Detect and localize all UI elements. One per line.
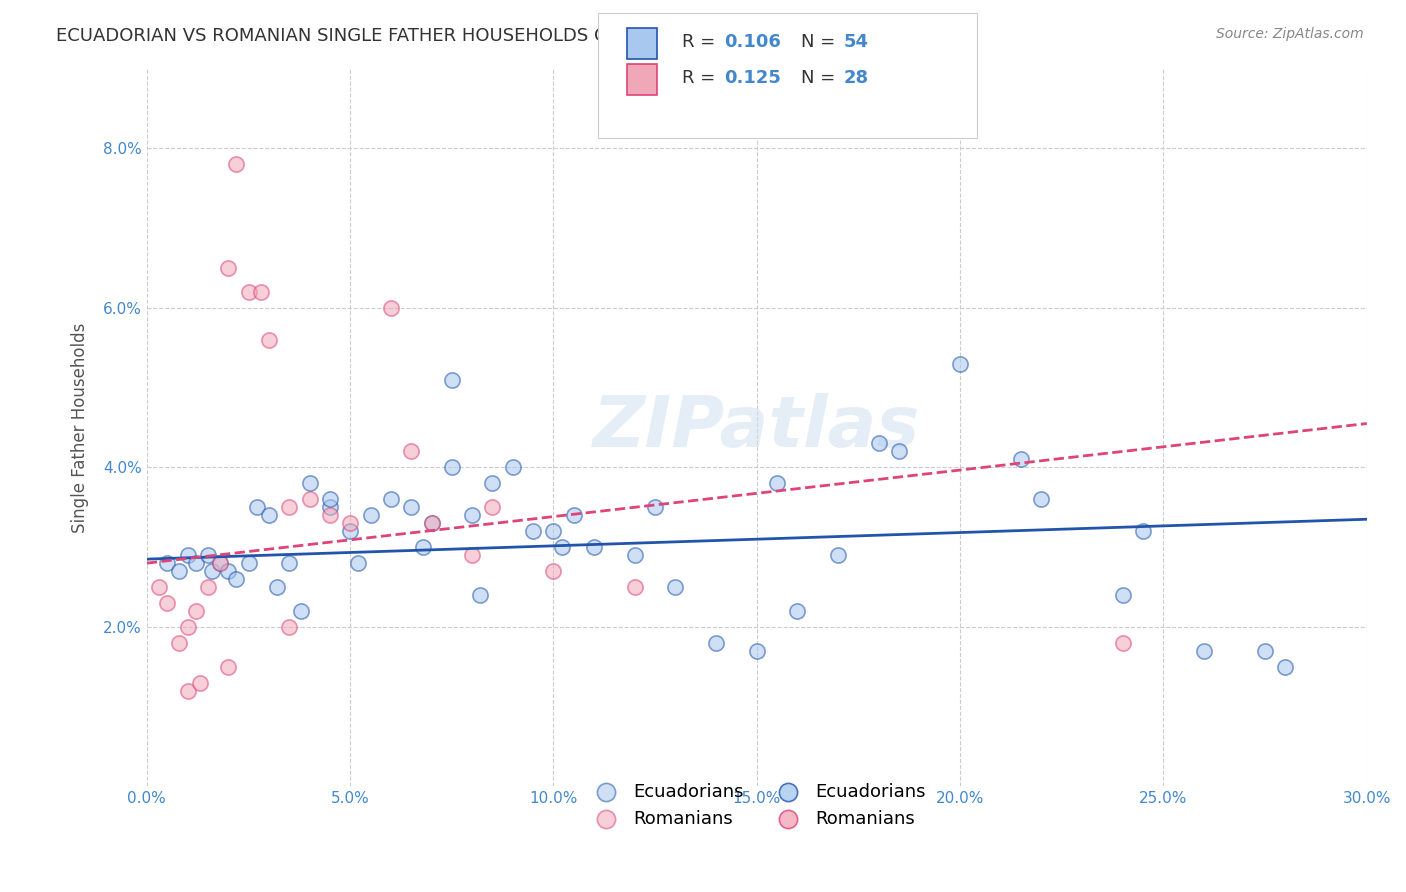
Ecuadorians: [562, 508, 585, 523]
Ecuadorians: [156, 556, 179, 570]
Ecuadorians: [420, 516, 443, 531]
Romanians: [184, 604, 207, 618]
Romanians: [209, 556, 232, 570]
Text: 54: 54: [844, 33, 869, 51]
Ecuadorians: [347, 556, 370, 570]
Ecuadorians: [217, 564, 239, 578]
Romanians: [481, 500, 503, 515]
Ecuadorians: [887, 444, 910, 458]
Romanians: [257, 333, 280, 347]
Ecuadorians: [470, 588, 492, 602]
Ecuadorians: [339, 524, 361, 539]
Ecuadorians: [412, 540, 434, 554]
Ecuadorians: [644, 500, 666, 515]
Ecuadorians: [440, 460, 463, 475]
Romanians: [249, 285, 271, 299]
Text: Source: ZipAtlas.com: Source: ZipAtlas.com: [1216, 27, 1364, 41]
Ecuadorians: [246, 500, 269, 515]
Ecuadorians: [543, 524, 565, 539]
Romanians: [188, 675, 211, 690]
Romanians: [278, 620, 301, 634]
Ecuadorians: [197, 548, 219, 562]
Ecuadorians: [209, 556, 232, 570]
Ecuadorians: [550, 540, 572, 554]
Ecuadorians: [502, 460, 524, 475]
Ecuadorians: [1112, 588, 1135, 602]
Text: N =: N =: [801, 33, 841, 51]
Ecuadorians: [278, 556, 301, 570]
Ecuadorians: [1254, 644, 1277, 658]
Ecuadorians: [786, 604, 808, 618]
Romanians: [278, 500, 301, 515]
Ecuadorians: [257, 508, 280, 523]
Ecuadorians: [583, 540, 606, 554]
Text: ECUADORIAN VS ROMANIAN SINGLE FATHER HOUSEHOLDS CORRELATION CHART: ECUADORIAN VS ROMANIAN SINGLE FATHER HOU…: [56, 27, 789, 45]
Romanians: [543, 564, 565, 578]
Ecuadorians: [238, 556, 260, 570]
Ecuadorians: [176, 548, 198, 562]
Ecuadorians: [949, 357, 972, 371]
Romanians: [319, 508, 342, 523]
Romanians: [217, 260, 239, 275]
Romanians: [217, 660, 239, 674]
Text: 0.106: 0.106: [724, 33, 780, 51]
Y-axis label: Single Father Households: Single Father Households: [72, 322, 89, 533]
Romanians: [225, 157, 247, 171]
Text: 0.125: 0.125: [724, 69, 780, 87]
Ecuadorians: [360, 508, 382, 523]
Romanians: [399, 444, 422, 458]
Ecuadorians: [868, 436, 890, 450]
Romanians: [197, 580, 219, 594]
Romanians: [148, 580, 170, 594]
Romanians: [461, 548, 484, 562]
Text: 28: 28: [844, 69, 869, 87]
Ecuadorians: [266, 580, 288, 594]
Ecuadorians: [1274, 660, 1296, 674]
Text: R =: R =: [682, 33, 721, 51]
Ecuadorians: [664, 580, 686, 594]
Ecuadorians: [1132, 524, 1154, 539]
Ecuadorians: [380, 492, 402, 507]
Ecuadorians: [319, 500, 342, 515]
Ecuadorians: [745, 644, 768, 658]
Ecuadorians: [1192, 644, 1215, 658]
Ecuadorians: [461, 508, 484, 523]
Ecuadorians: [319, 492, 342, 507]
Text: R =: R =: [682, 69, 721, 87]
Romanians: [238, 285, 260, 299]
Romanians: [420, 516, 443, 531]
Romanians: [169, 636, 191, 650]
Ecuadorians: [290, 604, 312, 618]
Ecuadorians: [1010, 452, 1032, 467]
Romanians: [176, 620, 198, 634]
Ecuadorians: [704, 636, 727, 650]
Ecuadorians: [522, 524, 544, 539]
Ecuadorians: [1031, 492, 1053, 507]
Ecuadorians: [298, 476, 321, 491]
Romanians: [156, 596, 179, 610]
Ecuadorians: [827, 548, 849, 562]
Text: ZIPatlas: ZIPatlas: [593, 393, 921, 462]
Ecuadorians: [399, 500, 422, 515]
Ecuadorians: [184, 556, 207, 570]
Text: N =: N =: [801, 69, 841, 87]
Ecuadorians: [481, 476, 503, 491]
Romanians: [339, 516, 361, 531]
Ecuadorians: [624, 548, 647, 562]
Romanians: [298, 492, 321, 507]
Romanians: [1112, 636, 1135, 650]
Romanians: [176, 683, 198, 698]
Ecuadorians: [225, 572, 247, 586]
Ecuadorians: [201, 564, 224, 578]
Romanians: [380, 301, 402, 315]
Romanians: [624, 580, 647, 594]
Ecuadorians: [766, 476, 789, 491]
Legend: Ecuadorians, Romanians, Ecuadorians, Romanians: Ecuadorians, Romanians, Ecuadorians, Rom…: [581, 775, 934, 835]
Ecuadorians: [169, 564, 191, 578]
Ecuadorians: [440, 373, 463, 387]
